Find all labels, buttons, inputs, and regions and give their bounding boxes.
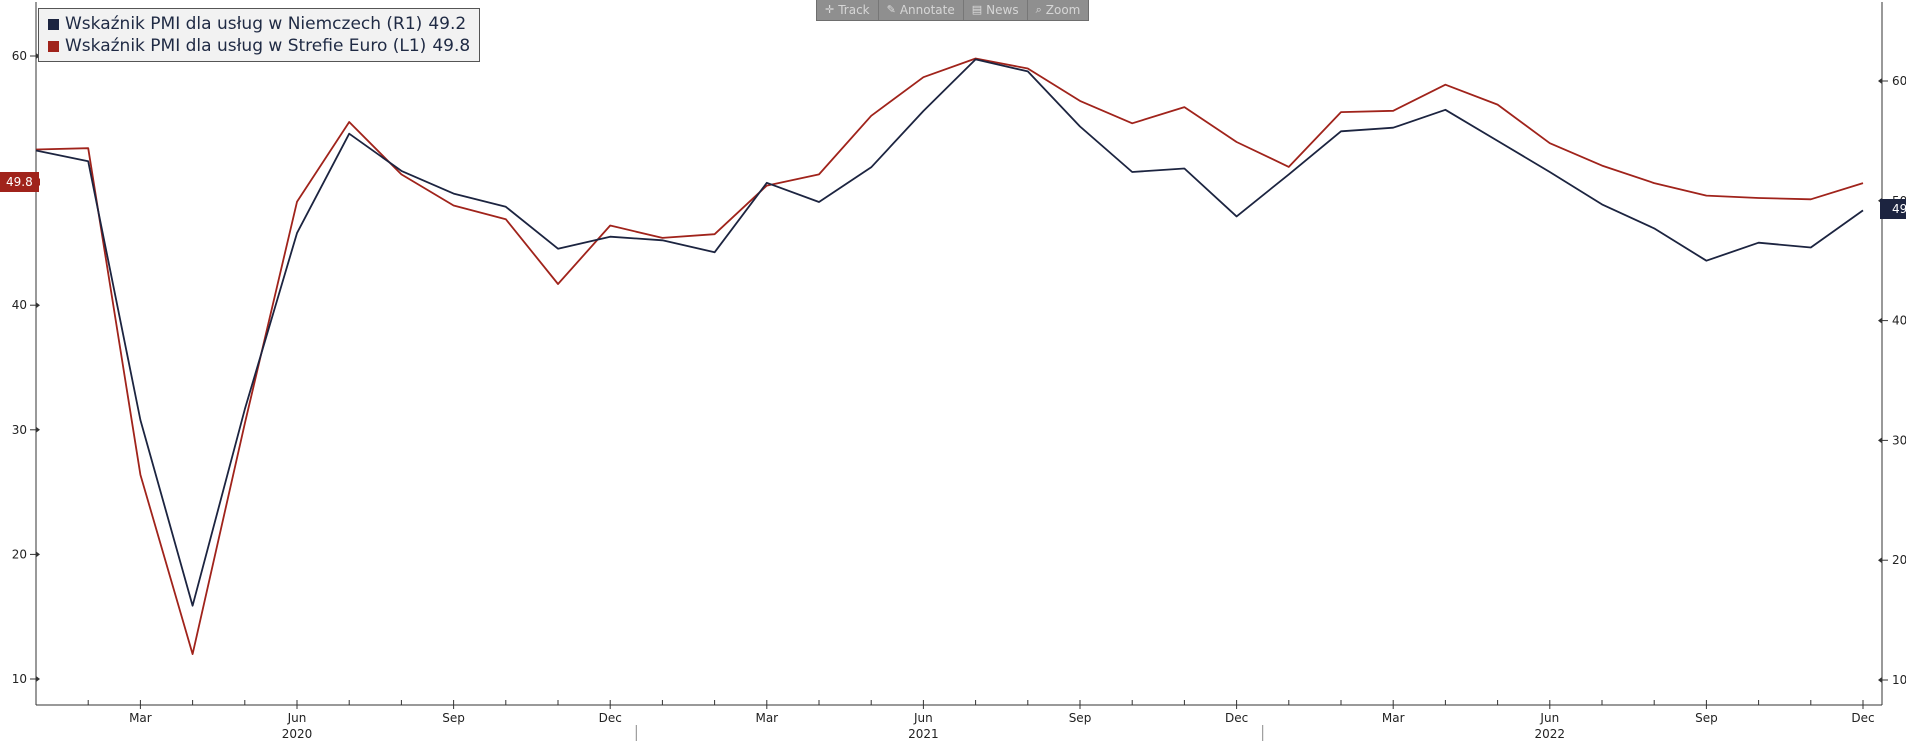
y-right-tick-label: 20 [1892, 553, 1906, 567]
x-tick-label: Dec [599, 711, 622, 725]
x-year-label: 2021 [908, 727, 939, 741]
x-tick-label: Sep [442, 711, 465, 725]
y-left-tick-label: 60 [12, 49, 27, 63]
chart-toolbar: ✛ Track ✎ Annotate ▤ News ⌕ Zoom [816, 0, 1090, 21]
x-tick-label: Mar [755, 711, 778, 725]
y-right-tick-marker [1878, 317, 1882, 324]
x-year-label: 2022 [1535, 727, 1566, 741]
crosshair-icon: ✛ [825, 3, 835, 16]
x-tick-label: Jun [1539, 711, 1559, 725]
x-tick-label: Mar [1382, 711, 1405, 725]
x-tick-label: Sep [1695, 711, 1718, 725]
annotate-label: Annotate [899, 3, 955, 17]
y-right-tick-marker [1878, 437, 1882, 444]
track-button[interactable]: ✛ Track [817, 0, 879, 20]
annotate-button[interactable]: ✎ Annotate [879, 0, 964, 20]
y-left-tick-marker [36, 676, 40, 682]
news-label: News [986, 3, 1019, 17]
x-tick-label: Jun [287, 711, 307, 725]
x-tick-label: Sep [1069, 711, 1092, 725]
axes: 102030405060102030405060MarJunSepDecMarJ… [12, 2, 1906, 741]
last-value-tag-germany: 49.2 [1880, 199, 1906, 219]
x-tick-label: Dec [1851, 711, 1874, 725]
news-icon: ▤ [971, 3, 983, 16]
y-right-tick-label: 40 [1892, 314, 1906, 328]
pencil-icon: ✎ [886, 3, 896, 16]
legend-item-eurozone[interactable]: Wskaźnik PMI dla usług w Strefie Euro (L… [48, 35, 470, 57]
y-right-tick-marker [1878, 677, 1882, 683]
track-label: Track [838, 3, 870, 17]
y-left-tick-label: 10 [12, 672, 27, 686]
last-value-tag-eurozone: 49.8 [0, 172, 39, 192]
legend-label-eurozone: Wskaźnik PMI dla usług w Strefie Euro (L… [65, 36, 427, 56]
zoom-button[interactable]: ⌕ Zoom [1028, 0, 1089, 20]
y-right-tick-label: 30 [1892, 433, 1906, 447]
magnifier-icon: ⌕ [1035, 3, 1042, 16]
news-button[interactable]: ▤ News [964, 0, 1028, 20]
y-right-tick-label: 60 [1892, 74, 1906, 88]
x-year-label: 2020 [282, 727, 313, 741]
y-left-tick-marker [36, 426, 40, 433]
legend-value-germany: 49.2 [428, 14, 467, 34]
series-layer [35, 57, 1864, 655]
zoom-label: Zoom [1045, 3, 1081, 17]
x-tick-label: Mar [129, 711, 152, 725]
legend-item-germany[interactable]: Wskaźnik PMI dla usług w Niemczech (R1) … [48, 13, 470, 35]
chart-legend: Wskaźnik PMI dla usług w Niemczech (R1) … [38, 8, 481, 62]
y-right-tick-marker [1878, 78, 1882, 84]
legend-label-germany: Wskaźnik PMI dla usług w Niemczech (R1) [65, 14, 423, 34]
legend-swatch-eurozone [48, 40, 59, 52]
x-tick-label: Jun [913, 711, 933, 725]
x-tick-label: Dec [1225, 711, 1248, 725]
legend-swatch-germany [48, 18, 59, 30]
y-right-tick-marker [1878, 557, 1882, 564]
y-left-tick-marker [36, 302, 40, 309]
legend-value-eurozone: 49.8 [432, 36, 471, 56]
y-left-tick-label: 20 [12, 547, 27, 561]
series-line-eurozone [35, 57, 1864, 655]
y-right-tick-label: 10 [1892, 673, 1906, 687]
series-line-germany [35, 58, 1864, 607]
y-left-tick-marker [36, 551, 40, 558]
y-left-tick-label: 40 [12, 298, 27, 312]
y-left-tick-label: 30 [12, 423, 27, 437]
